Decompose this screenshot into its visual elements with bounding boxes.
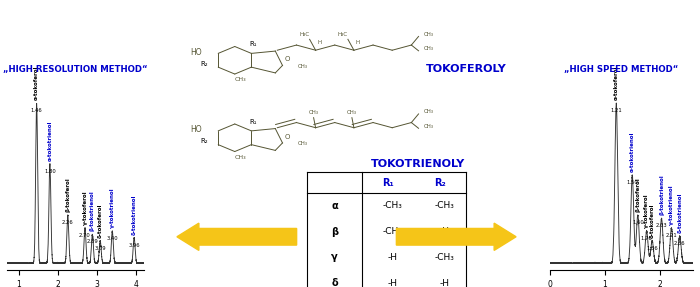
Text: 2.89: 2.89 <box>87 239 98 245</box>
Text: R₁: R₁ <box>250 41 257 47</box>
Text: δ: δ <box>331 278 338 287</box>
Text: α-tokotrienol: α-tokotrienol <box>630 132 635 172</box>
Text: H₃C: H₃C <box>337 32 348 37</box>
Text: HO: HO <box>190 125 202 134</box>
Text: 1.86: 1.86 <box>646 246 658 251</box>
Text: β-tokotrienol: β-tokotrienol <box>90 191 95 231</box>
Text: 1.76: 1.76 <box>640 236 652 241</box>
Text: α-tokoferol: α-tokoferol <box>34 66 39 100</box>
Text: 2.26: 2.26 <box>62 220 74 225</box>
Text: 1.60: 1.60 <box>632 220 644 225</box>
Text: γ-tokotrienol: γ-tokotrienol <box>110 188 115 228</box>
Text: CH₃: CH₃ <box>235 77 246 82</box>
Text: β: β <box>331 227 338 236</box>
Text: -H: -H <box>387 253 398 262</box>
Text: 2.70: 2.70 <box>79 233 91 238</box>
Text: H: H <box>318 40 322 45</box>
Text: β-tokotrienol: β-tokotrienol <box>659 175 664 215</box>
Text: 1.50: 1.50 <box>626 180 638 185</box>
Text: H: H <box>356 40 360 45</box>
Text: HO: HO <box>190 48 202 57</box>
Title: „HIGH RESOLUTION METHOD“: „HIGH RESOLUTION METHOD“ <box>3 65 148 74</box>
Text: 1.21: 1.21 <box>610 108 622 113</box>
Text: O: O <box>285 56 290 62</box>
Text: R₁: R₁ <box>382 178 394 187</box>
Text: 2.21: 2.21 <box>666 233 678 238</box>
Text: R₂: R₂ <box>200 138 208 144</box>
Text: γ-tokotrienol: γ-tokotrienol <box>669 184 674 225</box>
Text: CH₃: CH₃ <box>347 110 357 115</box>
Text: -H: -H <box>440 279 449 287</box>
Text: β-tokoferol: β-tokoferol <box>636 177 640 212</box>
Text: R₂: R₂ <box>435 178 446 187</box>
Text: 3.09: 3.09 <box>94 246 106 251</box>
Text: 3.96: 3.96 <box>128 243 140 248</box>
Text: δ-tokoferol: δ-tokoferol <box>98 203 103 238</box>
Text: O: O <box>285 134 290 139</box>
Text: α-tokoferol: α-tokoferol <box>614 66 619 100</box>
Text: -H: -H <box>440 227 449 236</box>
Text: α: α <box>331 201 338 211</box>
Text: β-tokoferol: β-tokoferol <box>65 177 70 212</box>
Title: „HIGH SPEED METHOD“: „HIGH SPEED METHOD“ <box>564 65 678 74</box>
Text: -H: -H <box>387 279 398 287</box>
Text: 3.40: 3.40 <box>106 236 118 241</box>
Text: TOKOTRIENOLY: TOKOTRIENOLY <box>371 159 466 168</box>
Text: δ-tokoferol: δ-tokoferol <box>650 203 654 238</box>
Text: γ: γ <box>331 253 338 262</box>
FancyArrow shape <box>177 223 297 250</box>
Text: δ-tokotrienol: δ-tokotrienol <box>132 194 136 234</box>
Text: 1.80: 1.80 <box>44 169 56 174</box>
Text: CH₃: CH₃ <box>424 124 433 129</box>
Text: R₂: R₂ <box>200 61 208 67</box>
Text: 1.46: 1.46 <box>31 108 43 113</box>
Text: R₁: R₁ <box>250 119 257 125</box>
Text: CH₃: CH₃ <box>424 46 433 51</box>
Text: 2.03: 2.03 <box>656 223 667 228</box>
Text: CH₃: CH₃ <box>298 64 308 69</box>
Text: -CH₃: -CH₃ <box>382 201 402 210</box>
Text: CH₃: CH₃ <box>424 32 433 36</box>
Text: α-tokotrienol: α-tokotrienol <box>48 121 52 161</box>
Text: δ-tokotrienol: δ-tokotrienol <box>678 193 682 233</box>
Text: H₃C: H₃C <box>300 32 309 37</box>
Text: γ-tokoferol: γ-tokoferol <box>83 190 88 225</box>
Text: CH₃: CH₃ <box>235 155 246 160</box>
Text: TOKOFEROLY: TOKOFEROLY <box>426 64 507 74</box>
Text: CH₃: CH₃ <box>298 141 308 146</box>
Text: -CH₃: -CH₃ <box>434 253 454 262</box>
Text: CH₃: CH₃ <box>309 110 318 115</box>
Text: γ-tokoferol: γ-tokoferol <box>644 193 649 228</box>
Text: -CH₃: -CH₃ <box>382 227 402 236</box>
Text: CH₃: CH₃ <box>424 109 433 114</box>
Text: 2.36: 2.36 <box>674 241 685 246</box>
FancyArrow shape <box>396 223 516 250</box>
Text: -CH₃: -CH₃ <box>434 201 454 210</box>
